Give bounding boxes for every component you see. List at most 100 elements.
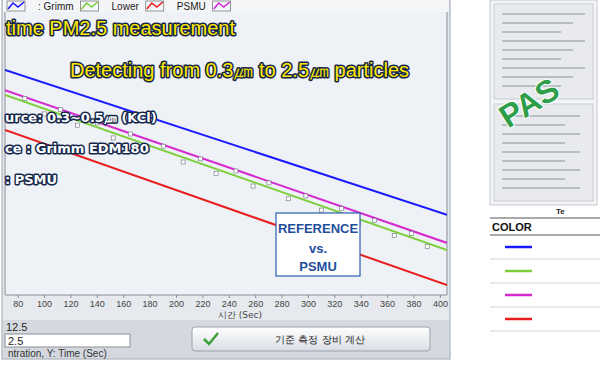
- x-tick: [123, 295, 124, 298]
- certificate-text-line: [502, 22, 573, 24]
- color-swatch: [505, 270, 532, 273]
- certificate-text-line: [502, 178, 565, 180]
- table-rule: [490, 235, 600, 236]
- certificate-text-line: [502, 49, 573, 51]
- certificate-text-line: [502, 31, 561, 33]
- certificate: [490, 0, 597, 205]
- series-line: [5, 130, 447, 285]
- data-point: [251, 184, 255, 188]
- data-point: [128, 132, 132, 136]
- subtitle: Detecting from 0.3㎛ to 2.5㎛ particles: [70, 59, 409, 81]
- data-point: [161, 144, 165, 148]
- table-rule: [490, 218, 600, 219]
- x-tick: [150, 295, 151, 298]
- x-tick-label: 260: [248, 299, 263, 309]
- reference-text: PSMU: [299, 259, 337, 274]
- certificate-text-line: [502, 160, 565, 162]
- x-tick: [44, 295, 45, 298]
- x-tick-label: 120: [63, 299, 78, 309]
- data-point: [372, 218, 376, 222]
- x-tick-label: 220: [195, 299, 210, 309]
- reference-box: [276, 213, 360, 276]
- legend-label: Lower: [112, 1, 140, 12]
- plot-background: [5, 12, 447, 295]
- color-swatch: [505, 246, 532, 249]
- x-tick: [361, 295, 362, 298]
- series-line: [5, 95, 447, 250]
- table-row-rule: [490, 307, 600, 308]
- x-tick-label: 100: [37, 299, 52, 309]
- annotation: : PSMU: [5, 172, 57, 187]
- panel-frame: [2, 0, 450, 359]
- title: time PM2.5 measurement: [6, 17, 235, 39]
- legend-icon-frame: [81, 1, 99, 11]
- x-tick-label: 140: [90, 299, 105, 309]
- pass-stamp: PAS: [493, 71, 566, 135]
- x-tick-label: 280: [275, 299, 290, 309]
- data-point: [198, 157, 202, 161]
- x-axis-label: 시간 (Sec): [218, 310, 262, 320]
- reference-text: vs.: [309, 241, 327, 256]
- control-bar: [3, 320, 449, 358]
- series-line: [5, 70, 447, 215]
- plot-right-edge: [447, 12, 448, 295]
- table-row-rule: [490, 331, 600, 332]
- x-tick-label: 340: [354, 299, 369, 309]
- table-row-rule: [490, 259, 600, 260]
- legend-icon-frame: [146, 1, 164, 11]
- reference-text: REFERENCE: [278, 221, 359, 236]
- x-tick: [18, 295, 19, 298]
- x-tick-label: 320: [327, 299, 342, 309]
- legend-background: [3, 0, 449, 12]
- certificate-text-line: [502, 169, 580, 171]
- x-tick-label: 380: [406, 299, 421, 309]
- x-tick-label: 240: [222, 299, 237, 309]
- data-point: [320, 208, 324, 212]
- x-tick-label: 300: [301, 299, 316, 309]
- input-value: 2.5: [8, 335, 23, 347]
- data-point: [267, 181, 271, 185]
- x-tick: [70, 295, 71, 298]
- data-point: [287, 197, 291, 201]
- color-swatch: [505, 294, 532, 297]
- x-tick: [334, 295, 335, 298]
- legend-icon: [8, 2, 24, 9]
- x-tick: [202, 295, 203, 298]
- x-tick-label: 180: [143, 299, 158, 309]
- certificate-text-line: [502, 13, 585, 15]
- check-icon: [204, 333, 218, 344]
- calc-button[interactable]: [192, 327, 430, 351]
- certificate-text-line: [502, 187, 580, 189]
- x-tick: [176, 295, 177, 298]
- x-tick: [255, 295, 256, 298]
- legend-icon-frame: [7, 1, 25, 11]
- data-point: [339, 207, 343, 211]
- legend-icon: [82, 2, 98, 9]
- control-label: 12.5: [6, 321, 27, 333]
- table-header: COLOR: [492, 221, 532, 233]
- x-tick: [282, 295, 283, 298]
- legend-icon: [214, 2, 230, 9]
- series-line: [5, 90, 447, 243]
- x-tick-label: 80: [13, 299, 23, 309]
- table-row-rule: [490, 283, 600, 284]
- x-tick-label: 200: [169, 299, 184, 309]
- color-swatch: [505, 318, 532, 321]
- certificate-text-line: [502, 142, 565, 144]
- legend-icon: [147, 2, 163, 9]
- data-point: [111, 136, 115, 140]
- data-point: [409, 231, 413, 235]
- legend-label: PSMU: [177, 1, 206, 12]
- x-tick: [440, 295, 441, 298]
- button-label: 기준 측정 장비 계산: [275, 334, 365, 345]
- certificate-text-line: [502, 151, 580, 153]
- x-tick-label: 400: [433, 299, 448, 309]
- x-tick: [229, 295, 230, 298]
- certificate-text-line: [502, 40, 585, 42]
- x-tick: [387, 295, 388, 298]
- legend-label: : Grimm: [38, 1, 74, 12]
- data-point: [304, 194, 308, 198]
- legend-icon-frame: [213, 1, 231, 11]
- data-point: [181, 160, 185, 164]
- input-box: [5, 334, 130, 347]
